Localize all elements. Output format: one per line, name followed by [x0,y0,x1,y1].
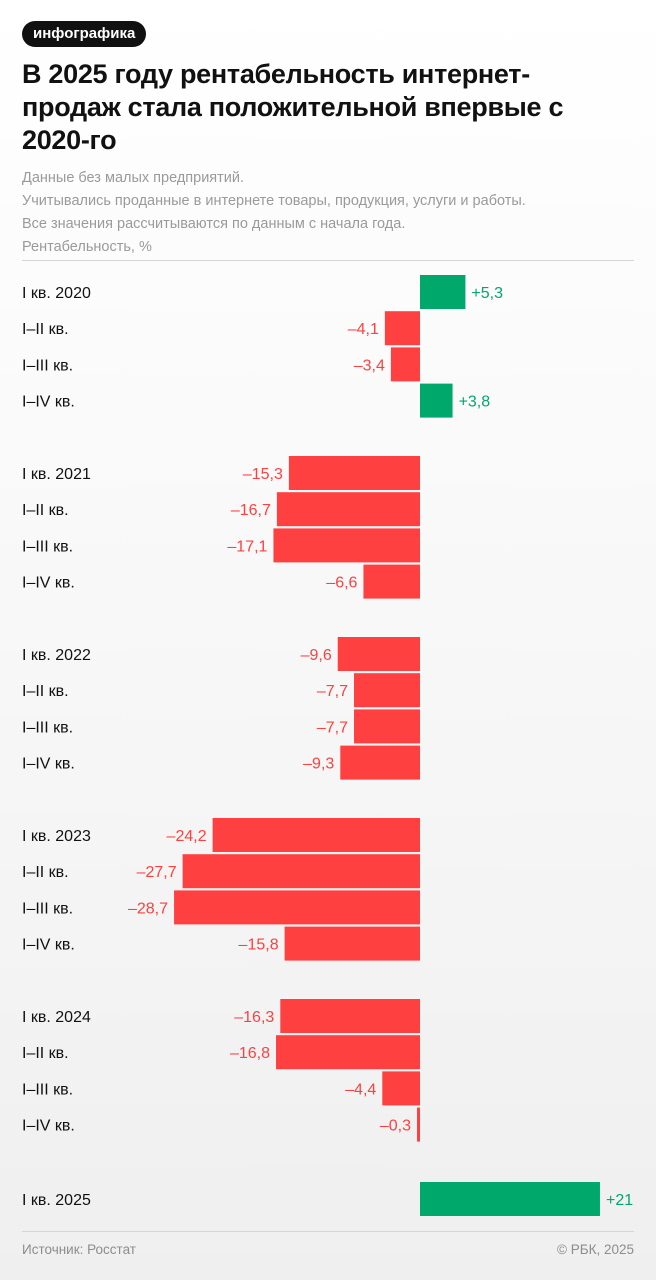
category-label: I–III кв. [22,538,73,555]
category-label: I–IV кв. [22,394,75,411]
category-label: I–III кв. [22,357,73,374]
category-label: I кв. 2021 [22,466,91,483]
category-label: I кв. 2023 [22,828,91,845]
category-label: I–II кв. [22,1045,69,1062]
value-label: –3,4 [354,357,385,374]
value-label: –24,2 [167,828,207,845]
category-label: I–III кв. [22,719,73,736]
value-label: –9,6 [301,647,332,664]
value-label: –7,7 [317,719,348,736]
bar [273,528,420,563]
bar [276,492,420,527]
value-label: +21 [606,1192,633,1209]
value-label: –4,1 [348,321,379,338]
value-label: –17,1 [227,538,267,555]
copyright: © РБК, 2025 [557,1242,634,1257]
value-label: +5,3 [471,285,503,302]
value-label: –16,3 [234,1009,274,1026]
subtitle-line: Данные без малых предприятий. [22,170,245,186]
subtitle-line: Учитывались проданные в интернете товары… [22,193,526,209]
category-label: I–III кв. [22,1081,73,1098]
bar [417,1107,420,1142]
value-label: –6,6 [326,575,357,592]
bar [420,275,466,309]
bar [174,890,420,925]
bar [280,999,420,1033]
bar [420,1182,600,1216]
category-label: I кв. 2025 [22,1192,91,1209]
bar [384,311,420,346]
subtitle-line: Рентабельность, % [22,239,152,255]
top-divider [22,260,634,261]
bar [363,564,420,599]
bar [276,1035,420,1070]
bar [354,673,420,708]
value-label: –27,7 [137,864,177,881]
bar [390,347,420,382]
bar [337,637,420,671]
category-label: I кв. 2020 [22,285,91,302]
bar [340,745,420,780]
category-label: I–IV кв. [22,756,75,773]
category-label: I кв. 2024 [22,1009,91,1026]
value-label: –7,7 [317,683,348,700]
bar [284,926,420,961]
bar [288,456,420,490]
category-label: I–II кв. [22,321,69,338]
bar [212,818,420,852]
subtitle-line: Все значения рассчитываются по данным с … [22,216,406,232]
chart-subtitle: Данные без малых предприятий. Учитывалис… [22,167,632,259]
source-note: Источник: Росстат [22,1242,136,1257]
category-label: I–II кв. [22,683,69,700]
category-label: I–III кв. [22,900,73,917]
category-label: I–II кв. [22,864,69,881]
value-label: –9,3 [303,756,334,773]
chart-title: В 2025 году рентабельность интернет-прод… [22,59,564,155]
category-label: I–II кв. [22,502,69,519]
category-label: I–IV кв. [22,1118,75,1135]
bar [354,709,420,744]
bar [182,854,420,889]
value-label: –0,3 [380,1118,411,1135]
value-label: –16,8 [230,1045,270,1062]
value-label: +3,8 [459,394,491,411]
category-label: I кв. 2022 [22,647,91,664]
value-label: –15,8 [239,937,279,954]
value-label: –15,3 [243,466,283,483]
value-label: –4,4 [345,1081,376,1098]
bottom-divider [22,1231,634,1232]
infographic-badge: инфографика [22,21,147,47]
profitability-bar-chart: I кв. 2020 +5,3 I–II кв. –4,1 I–III кв. –3,4 I… [22,275,633,1216]
category-label: I–IV кв. [22,575,75,592]
value-label: –16,7 [231,502,271,519]
category-label: I–IV кв. [22,937,75,954]
value-label: –28,7 [128,900,168,917]
bar [420,383,453,418]
bar [382,1071,420,1106]
